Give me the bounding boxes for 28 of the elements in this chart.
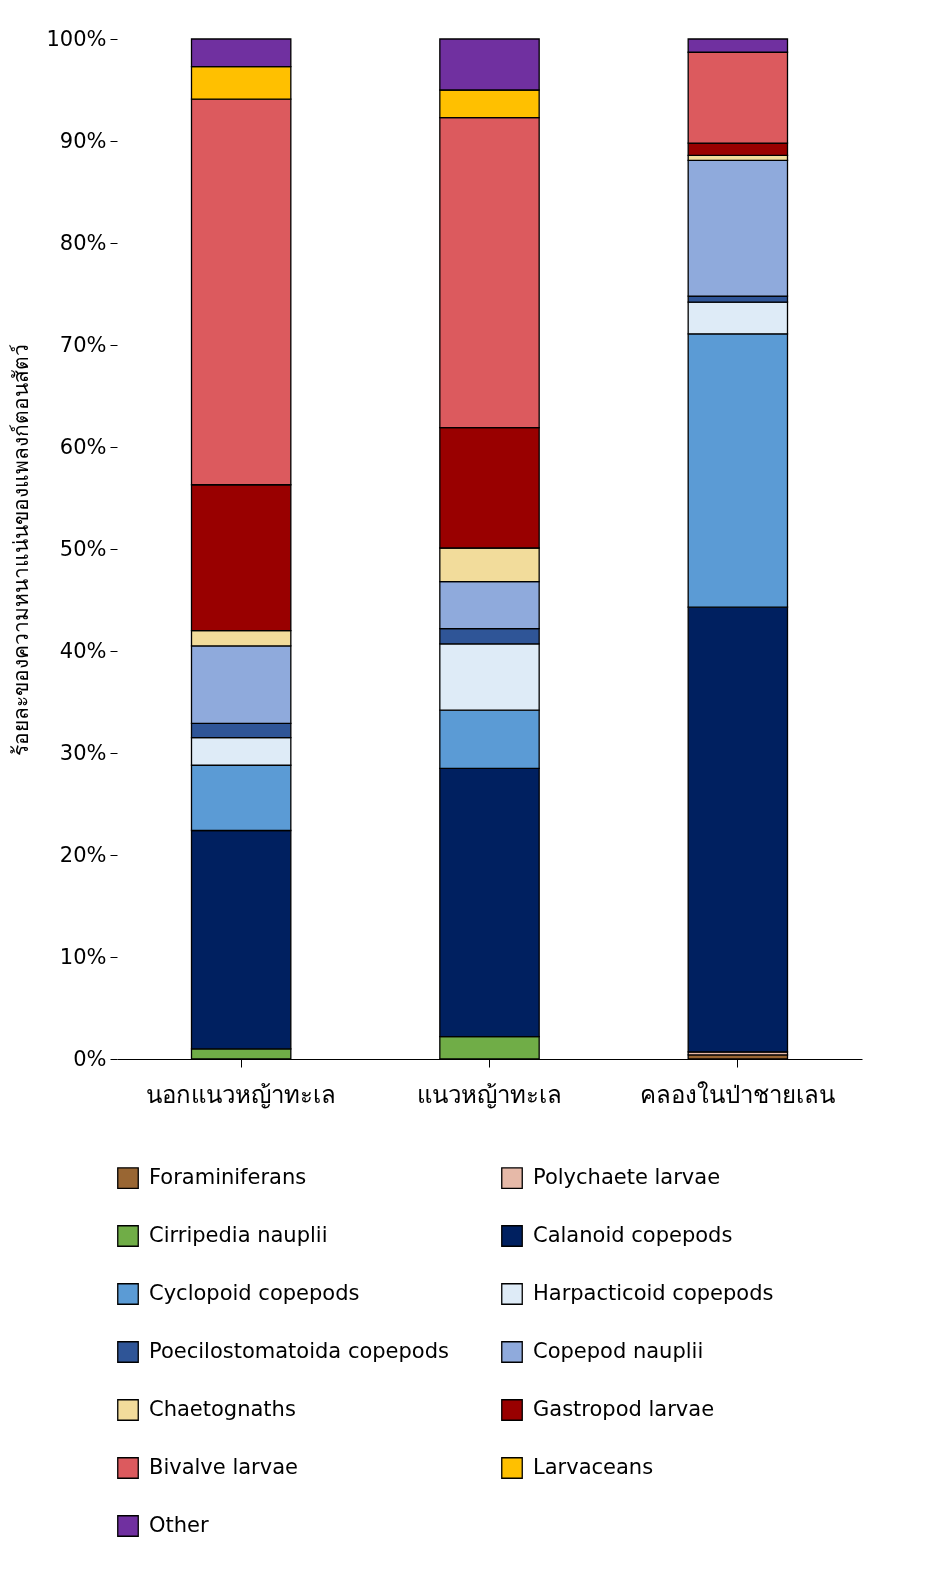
legend-label: Other (149, 1513, 209, 1537)
legend-label: Larvaceans (533, 1455, 654, 1479)
legend-label: Poecilostomatoida copepods (149, 1339, 449, 1363)
y-tick-label: 50% (59, 536, 107, 561)
legend-label: Harpacticoid copepods (533, 1281, 774, 1305)
y-tick-label: 60% (59, 434, 107, 459)
y-tick-label: 30% (59, 740, 107, 765)
x-tick-label: นอกแนวหญ้าทะเล (146, 1080, 337, 1109)
legend-label: Gastropod larvae (533, 1397, 715, 1421)
y-axis-title: ร้อยละของความหนาแน่นของแพลงก์ตอนสัตว์ (9, 343, 34, 756)
legend-label: Calanoid copepods (533, 1223, 733, 1247)
legend-label: Cirripedia nauplii (149, 1223, 328, 1247)
y-tick-label: 0% (73, 1046, 107, 1071)
y-tick-label: 80% (59, 230, 107, 255)
legend-label: Cyclopoid copepods (149, 1281, 360, 1305)
y-tick-label: 10% (59, 944, 107, 969)
legend-label: Foraminiferans (149, 1165, 307, 1190)
x-tick-label: แนวหญ้าทะเล (417, 1080, 562, 1109)
legend-label: Polychaete larvae (533, 1165, 721, 1190)
y-tick-label: 90% (59, 128, 107, 153)
y-tick-label: 40% (59, 638, 107, 663)
x-tick-label: คลองในป่าชายเลน (640, 1080, 836, 1109)
legend-label: Copepod nauplii (533, 1339, 704, 1363)
y-tick-label: 70% (59, 332, 107, 357)
legend-label: Bivalve larvae (149, 1455, 298, 1479)
y-tick-label: 100% (46, 26, 107, 51)
legend-label: Chaetognaths (149, 1397, 296, 1421)
y-tick-label: 20% (59, 842, 107, 867)
